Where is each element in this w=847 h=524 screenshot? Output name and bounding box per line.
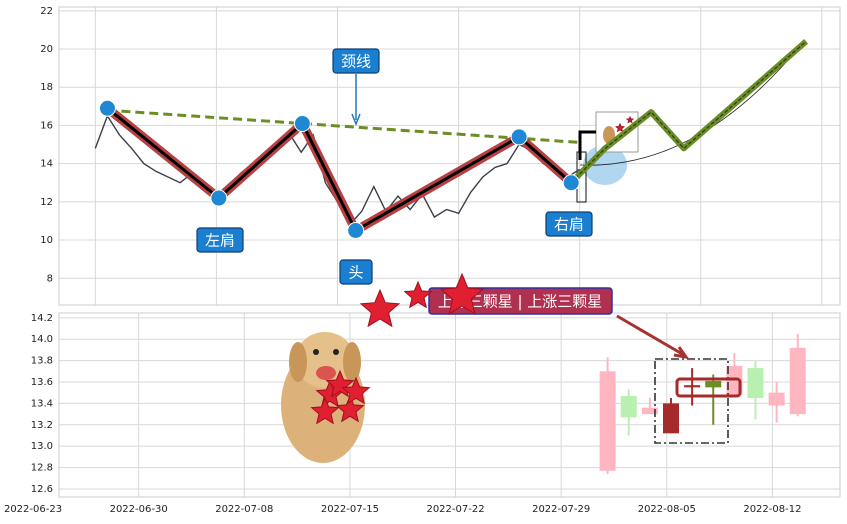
candle-body xyxy=(620,395,637,418)
y-tick-label: 13.0 xyxy=(31,441,53,452)
x-tick-label: 2022-08-05 xyxy=(638,504,696,515)
pivot-marker xyxy=(347,222,365,239)
candle-body xyxy=(789,347,806,415)
x-tick-label: 2022-07-15 xyxy=(321,504,379,515)
dog-mouth xyxy=(316,366,336,380)
candle-body xyxy=(705,380,722,388)
marker-arrow xyxy=(578,130,596,160)
highlight-stars xyxy=(675,377,742,398)
pivot-marker xyxy=(210,189,228,207)
y-tick-label: 13.6 xyxy=(31,377,53,388)
y-tick-label: 14.2 xyxy=(31,313,53,324)
y-tick-label: 18 xyxy=(40,82,53,93)
x-tick-label: 2022-06-23 xyxy=(4,504,62,515)
pivot-marker xyxy=(98,99,116,117)
y-tick-label: 12.6 xyxy=(31,484,53,495)
y-tick-label: 13.8 xyxy=(31,356,53,367)
pattern-label: 左肩 xyxy=(205,232,235,250)
annotation-arrow xyxy=(616,314,690,360)
star xyxy=(615,122,625,133)
neckline xyxy=(107,108,583,145)
x-tick-label: 2022-07-08 xyxy=(215,504,273,515)
pivot-marker xyxy=(510,128,528,146)
label-box xyxy=(196,227,244,253)
pattern-label: 右肩 xyxy=(554,216,584,234)
y-tick-label: 12 xyxy=(40,197,53,208)
y-tick-label: 14.0 xyxy=(31,334,53,345)
star xyxy=(341,376,371,405)
star xyxy=(310,396,340,425)
star xyxy=(625,115,635,124)
projection-inner xyxy=(570,40,807,184)
dog-ear xyxy=(289,342,307,382)
y-tick-label: 14 xyxy=(40,159,53,170)
annotation: 上涨三颗星 | 上涨三颗星 xyxy=(438,293,603,311)
x-tick-label: 2022-07-29 xyxy=(532,504,590,515)
pattern-label: 头 xyxy=(348,264,363,282)
star xyxy=(403,280,433,309)
candle-body xyxy=(599,371,616,471)
label-box xyxy=(332,48,380,74)
dog-eye xyxy=(313,349,319,355)
candle-body xyxy=(747,368,764,399)
y-tick-label: 12.8 xyxy=(31,463,53,474)
pivot-marker xyxy=(293,115,311,133)
y-tick-label: 13.4 xyxy=(31,398,53,409)
y-tick-label: 10 xyxy=(40,235,53,246)
y-tick-label: 16 xyxy=(40,120,53,131)
target-zone xyxy=(583,145,627,185)
candle-body xyxy=(641,407,658,415)
pivot-marker xyxy=(562,174,580,192)
x-tick-label: 2022-07-22 xyxy=(426,504,484,515)
candle-body xyxy=(662,403,679,434)
decorations xyxy=(281,332,371,463)
star xyxy=(335,394,365,423)
bottom-panel: 2022-06-23 2022-06-30 2022-07-08 2022-07-15… xyxy=(4,287,841,515)
x-tick-label: 2022-08-12 xyxy=(743,504,801,515)
highlight-box xyxy=(654,358,729,444)
star xyxy=(359,288,401,328)
dog-ear xyxy=(343,342,361,382)
pattern-label: 颈线 xyxy=(341,53,371,71)
label-box xyxy=(339,259,373,285)
y-tick-label: 22 xyxy=(40,6,53,17)
y-tick-label: 13.2 xyxy=(31,420,53,431)
pattern-inner xyxy=(106,107,573,232)
dog-eye xyxy=(333,349,339,355)
y-tick-label: 8 xyxy=(47,273,53,284)
star xyxy=(439,272,485,315)
y-tick-label: 20 xyxy=(40,44,53,55)
candle-body xyxy=(684,385,701,388)
x-tick-label: 2022-06-30 xyxy=(110,504,168,515)
neckline-arrow xyxy=(351,74,361,127)
label-box xyxy=(545,211,593,237)
candle-body xyxy=(768,392,785,406)
